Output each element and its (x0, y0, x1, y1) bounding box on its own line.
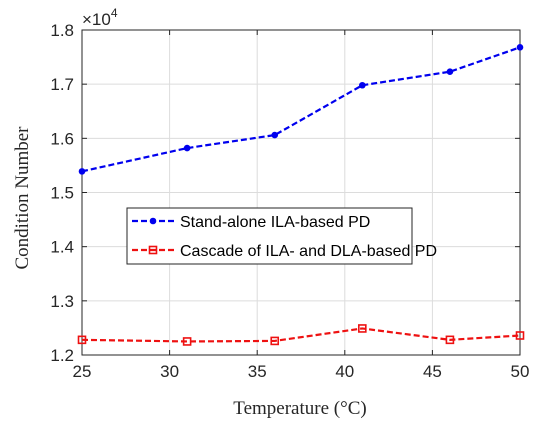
x-tick-label: 40 (335, 362, 354, 381)
legend-entry-2: Cascade of ILA- and DLA-based PD (132, 243, 437, 260)
legend: Stand-alone ILA-based PD Cascade of ILA-… (126, 207, 437, 265)
series-2-point (445, 335, 455, 345)
series-1-point (359, 81, 366, 89)
series-2-point (515, 331, 525, 340)
y-tick-label: 1.8 (50, 21, 74, 40)
legend-label-2: Cascade of ILA- and DLA-based PD (180, 243, 437, 260)
series-2-point (182, 337, 192, 346)
series-1 (78, 44, 524, 175)
series-2-point (358, 324, 367, 333)
series-2-point (270, 336, 280, 346)
y-tick-label: 1.7 (50, 75, 74, 94)
x-tick-label: 45 (423, 362, 442, 381)
series-layer (77, 44, 525, 346)
series-1-point (516, 44, 524, 51)
y-tick-label: 1.5 (50, 184, 74, 203)
x-tick-label: 35 (248, 362, 267, 381)
series-1-point (271, 131, 279, 139)
legend-entry-1: Stand-alone ILA-based PD (132, 214, 370, 231)
series-2-line (81, 327, 521, 343)
series-1-point (183, 144, 191, 152)
x-axis-ticks: 25 30 35 40 45 50 (73, 30, 530, 381)
y-tick-label: 1.4 (50, 238, 74, 257)
y-exponent-label: ×104 (82, 6, 118, 29)
x-axis-label: Temperature (°C) (233, 398, 366, 419)
series-1-point (78, 168, 86, 175)
y-tick-label: 1.3 (50, 292, 74, 311)
series-2-point (77, 335, 87, 345)
y-tick-label: 1.2 (50, 346, 74, 365)
series-1-point (446, 68, 454, 76)
legend-label-1: Stand-alone ILA-based PD (180, 214, 370, 231)
legend-marker-1 (149, 217, 157, 225)
series-2 (77, 324, 525, 346)
x-tick-label: 25 (73, 362, 92, 381)
y-axis-ticks: 1.2 1.3 1.4 1.5 1.6 1.7 1.8 (50, 21, 520, 365)
y-tick-label: 1.6 (50, 129, 74, 148)
legend-marker-2 (148, 245, 158, 255)
x-tick-label: 30 (160, 362, 179, 381)
grid-lines (81, 29, 521, 356)
legend-box (126, 207, 413, 265)
y-axis-label: Condition Number (12, 126, 33, 270)
series-1-line (81, 46, 521, 173)
x-tick-label: 50 (511, 362, 530, 381)
